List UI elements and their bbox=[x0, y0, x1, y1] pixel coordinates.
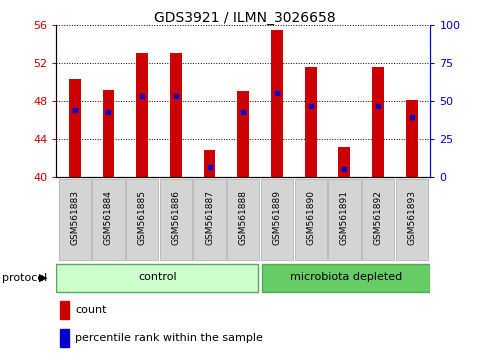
Text: GSM561890: GSM561890 bbox=[305, 190, 315, 245]
Text: GSM561888: GSM561888 bbox=[238, 190, 247, 245]
Text: GSM561885: GSM561885 bbox=[138, 190, 146, 245]
Bar bbox=[371, 67, 383, 177]
FancyBboxPatch shape bbox=[260, 179, 292, 260]
Text: ▶: ▶ bbox=[40, 273, 48, 283]
Text: GSM561889: GSM561889 bbox=[272, 190, 281, 245]
Text: GSM561893: GSM561893 bbox=[407, 190, 415, 245]
Text: GSM561884: GSM561884 bbox=[104, 190, 113, 245]
FancyBboxPatch shape bbox=[59, 179, 91, 260]
Bar bbox=[338, 147, 349, 177]
FancyBboxPatch shape bbox=[327, 179, 360, 260]
FancyBboxPatch shape bbox=[261, 263, 429, 292]
FancyBboxPatch shape bbox=[226, 179, 259, 260]
Bar bbox=[69, 79, 81, 177]
FancyBboxPatch shape bbox=[395, 179, 427, 260]
Text: control: control bbox=[138, 272, 176, 282]
Text: microbiota depleted: microbiota depleted bbox=[289, 272, 401, 282]
FancyBboxPatch shape bbox=[193, 179, 225, 260]
Text: GSM561886: GSM561886 bbox=[171, 190, 180, 245]
FancyBboxPatch shape bbox=[56, 263, 258, 292]
Text: GDS3921 / ILMN_3026658: GDS3921 / ILMN_3026658 bbox=[153, 11, 335, 25]
Bar bbox=[136, 53, 148, 177]
Bar bbox=[237, 91, 249, 177]
Text: count: count bbox=[75, 305, 106, 315]
Text: protocol: protocol bbox=[2, 273, 48, 283]
FancyBboxPatch shape bbox=[92, 179, 124, 260]
Text: GSM561887: GSM561887 bbox=[204, 190, 214, 245]
FancyBboxPatch shape bbox=[361, 179, 393, 260]
Bar bbox=[203, 150, 215, 177]
Bar bbox=[270, 29, 282, 177]
Bar bbox=[102, 90, 114, 177]
FancyBboxPatch shape bbox=[294, 179, 326, 260]
Text: GSM561892: GSM561892 bbox=[373, 190, 382, 245]
Bar bbox=[304, 67, 316, 177]
Text: percentile rank within the sample: percentile rank within the sample bbox=[75, 333, 262, 343]
Text: GSM561883: GSM561883 bbox=[70, 190, 79, 245]
FancyBboxPatch shape bbox=[160, 179, 192, 260]
Bar bbox=[60, 301, 69, 319]
Bar bbox=[170, 53, 182, 177]
FancyBboxPatch shape bbox=[126, 179, 158, 260]
Bar bbox=[405, 100, 417, 177]
Bar bbox=[60, 329, 69, 347]
Text: GSM561891: GSM561891 bbox=[339, 190, 348, 245]
